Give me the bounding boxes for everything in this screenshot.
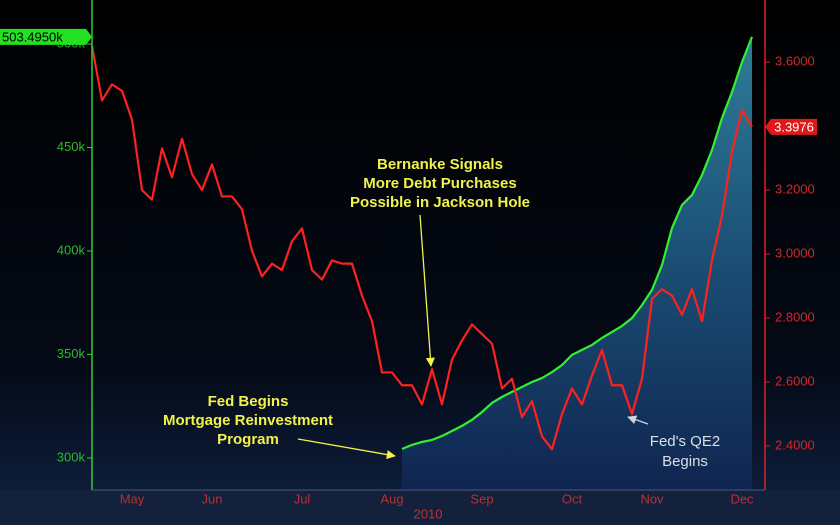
y2-tick-label: 2.4000 xyxy=(775,437,815,452)
x-tick-label: May xyxy=(120,491,145,506)
x-tick-label: Oct xyxy=(562,491,583,506)
y-tick-label: 300k xyxy=(57,449,86,464)
value-label: 3.3976 xyxy=(774,119,814,134)
annotation: Fed Begins xyxy=(208,393,289,410)
annotation: Mortgage Reinvestment xyxy=(163,412,333,429)
x-tick-label: Jul xyxy=(294,491,311,506)
annotation: Bernanke Signals xyxy=(377,156,503,173)
x-axis-band xyxy=(0,490,840,525)
x-tick-label: Dec xyxy=(730,491,754,506)
x-tick-label: Nov xyxy=(640,491,664,506)
line xyxy=(90,45,753,451)
y-tick-label: 350k xyxy=(57,346,86,361)
y-tick-label: 400k xyxy=(57,242,86,257)
value-label-box xyxy=(0,28,92,45)
annotation: Possible in Jackson Hole xyxy=(350,194,530,211)
line xyxy=(401,36,754,451)
y2-tick-label: 2.8000 xyxy=(775,309,815,324)
annotation-arrow xyxy=(627,415,649,425)
x-axis-label: 2010 xyxy=(414,506,443,521)
annotation-arrow xyxy=(297,438,396,460)
value-label: 503.4950k xyxy=(2,29,63,44)
x-tick-label: Sep xyxy=(470,491,493,506)
annotation: More Debt Purchases xyxy=(363,175,516,192)
plot-area xyxy=(90,36,754,491)
value-label-box xyxy=(765,118,817,135)
annotation: Fed's QE2 xyxy=(650,433,720,450)
x-tick-label: Jun xyxy=(202,491,223,506)
annotation: Program xyxy=(217,431,279,448)
x-tick-label: Aug xyxy=(380,491,403,506)
area xyxy=(402,36,752,491)
y2-tick-label: 2.6000 xyxy=(775,373,815,388)
y-tick-label: 450k xyxy=(57,139,86,154)
annotation-arrow xyxy=(419,214,435,367)
y2-tick-label: 3.0000 xyxy=(775,245,815,260)
y2-tick-label: 3.2000 xyxy=(775,181,815,196)
y2-tick-label: 3.6000 xyxy=(775,54,815,69)
annotation: Begins xyxy=(662,453,708,470)
